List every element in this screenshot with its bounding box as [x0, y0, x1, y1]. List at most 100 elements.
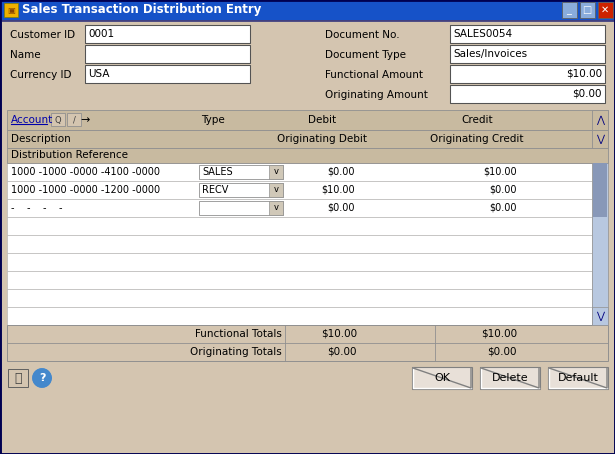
Text: ⋁: ⋁	[596, 134, 604, 144]
Text: Credit: Credit	[461, 115, 493, 125]
Text: $10.00: $10.00	[321, 329, 357, 339]
Text: v: v	[274, 168, 279, 177]
Bar	[450, 85, 605, 103]
Bar	[51, 113, 65, 126]
Bar	[7, 253, 592, 271]
Bar	[580, 2, 595, 18]
Text: RECV: RECV	[202, 185, 228, 195]
Bar	[199, 183, 283, 197]
Bar	[450, 45, 605, 63]
Text: ⋀: ⋀	[596, 115, 604, 125]
Text: 1000 -1000 -0000 -1200 -0000: 1000 -1000 -0000 -1200 -0000	[11, 185, 160, 195]
Text: ⋁: ⋁	[596, 311, 604, 321]
Text: Q: Q	[55, 115, 62, 124]
Text: Sales Transaction Distribution Entry: Sales Transaction Distribution Entry	[22, 4, 261, 16]
Text: Account: Account	[11, 115, 54, 125]
Text: Functional Amount: Functional Amount	[325, 70, 423, 80]
Text: Originating Debit: Originating Debit	[277, 134, 367, 144]
Text: $0.00: $0.00	[328, 167, 355, 177]
Bar	[7, 163, 592, 181]
Bar	[7, 110, 608, 130]
Bar	[85, 45, 250, 63]
Bar	[593, 163, 607, 217]
Text: _: _	[566, 5, 571, 15]
Text: $10.00: $10.00	[483, 167, 517, 177]
Bar	[450, 65, 605, 83]
Bar	[562, 2, 577, 18]
Text: □: □	[582, 5, 592, 15]
Text: Type: Type	[201, 115, 224, 125]
Text: $0.00: $0.00	[490, 203, 517, 213]
Bar	[269, 183, 283, 197]
Bar	[8, 369, 28, 387]
Text: OK: OK	[434, 373, 450, 383]
Text: ▣: ▣	[7, 5, 15, 15]
Bar	[269, 201, 283, 215]
Text: Document Type: Document Type	[325, 50, 406, 60]
Bar	[7, 307, 592, 325]
Bar	[592, 130, 608, 148]
Text: -    -    -    -: - - - -	[11, 203, 63, 213]
Text: $0.00: $0.00	[488, 347, 517, 357]
Bar	[450, 25, 605, 43]
Text: Customer ID: Customer ID	[10, 30, 75, 40]
Text: 🗒: 🗒	[14, 371, 22, 385]
Bar	[7, 148, 608, 163]
Text: USA: USA	[88, 69, 109, 79]
Text: Originating Totals: Originating Totals	[190, 347, 282, 357]
Bar	[269, 165, 283, 179]
Bar	[450, 85, 605, 103]
Text: Sales/Invoices: Sales/Invoices	[453, 49, 527, 59]
Text: v: v	[274, 186, 279, 194]
Bar	[7, 181, 592, 199]
Text: $0.00: $0.00	[328, 203, 355, 213]
Text: Functional Totals: Functional Totals	[195, 329, 282, 339]
Bar	[67, 113, 81, 126]
Text: 1000 -1000 -0000 -4100 -0000: 1000 -1000 -0000 -4100 -0000	[11, 167, 160, 177]
Bar	[85, 65, 250, 83]
Text: Description: Description	[11, 134, 71, 144]
Text: /: /	[73, 115, 76, 124]
Text: v: v	[274, 203, 279, 212]
Bar	[450, 25, 605, 43]
Bar	[480, 367, 540, 389]
Text: Debit: Debit	[308, 115, 336, 125]
Bar	[412, 367, 472, 389]
Text: Document No.: Document No.	[325, 30, 400, 40]
Bar	[85, 25, 250, 43]
Text: $10.00: $10.00	[566, 69, 602, 79]
Text: Originating Amount: Originating Amount	[325, 90, 428, 100]
Bar	[7, 325, 608, 361]
Bar	[7, 289, 592, 307]
Bar	[548, 367, 608, 389]
Text: $0.00: $0.00	[573, 89, 602, 99]
Text: →: →	[81, 115, 90, 125]
Bar	[592, 110, 608, 130]
Bar	[7, 235, 592, 253]
Bar	[7, 271, 592, 289]
Text: ✕: ✕	[601, 5, 609, 15]
Text: SALES: SALES	[202, 167, 232, 177]
Bar	[85, 25, 250, 43]
Text: 0001: 0001	[88, 29, 114, 39]
Text: Default: Default	[558, 373, 598, 383]
Bar	[4, 3, 18, 17]
Bar	[7, 199, 592, 217]
Bar	[450, 65, 605, 83]
Text: Originating Credit: Originating Credit	[430, 134, 524, 144]
Bar	[85, 45, 250, 63]
Polygon shape	[33, 369, 51, 387]
Text: Delete: Delete	[491, 373, 528, 383]
Bar	[7, 217, 592, 235]
Text: SALES0054: SALES0054	[453, 29, 512, 39]
Bar	[592, 163, 608, 325]
Bar	[199, 165, 283, 179]
Text: Distribution Reference: Distribution Reference	[11, 150, 128, 161]
Text: $10.00: $10.00	[322, 185, 355, 195]
Bar	[199, 201, 283, 215]
Bar	[598, 2, 613, 18]
Text: ?: ?	[39, 373, 46, 383]
Bar	[7, 130, 608, 148]
Text: Currency ID: Currency ID	[10, 70, 71, 80]
Text: Name: Name	[10, 50, 41, 60]
